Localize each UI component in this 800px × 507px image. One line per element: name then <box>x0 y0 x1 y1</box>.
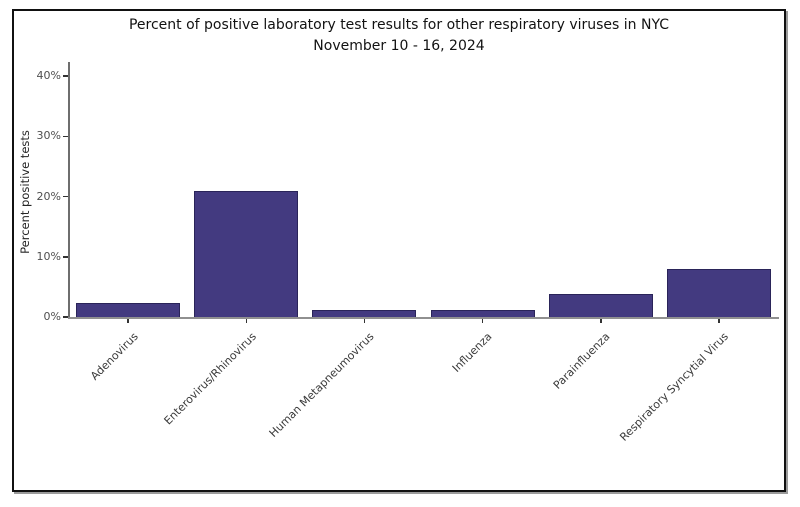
y-tick-label: 30% <box>36 129 61 143</box>
bar-enterovirus-rhinovirus <box>194 190 299 317</box>
y-tick-mark <box>63 256 68 258</box>
x-tick-mark <box>481 319 484 323</box>
chart-title: Percent of positive laboratory test resu… <box>128 17 670 33</box>
x-tick-label-influenza: Influenza <box>449 330 495 375</box>
y-tick-mark <box>63 316 68 318</box>
x-tick-label-parainfluenza: Parainfluenza <box>551 330 613 392</box>
y-tick-mark <box>63 135 68 138</box>
figure-frame: Percent of positive laboratory test resu… <box>12 9 786 492</box>
x-tick-mark <box>600 319 602 323</box>
bar-adenovirus <box>76 302 181 317</box>
bar-parainfluenza <box>548 293 653 317</box>
chart-subtitle: November 10 - 16, 2024 <box>313 38 485 54</box>
x-tick-label-human-metapneumovirus: Human Metapneumovirus <box>266 330 377 440</box>
x-tick-label-adenovirus: Adenovirus <box>87 330 141 383</box>
bar-influenza <box>430 310 535 317</box>
bar-human-metapneumovirus <box>312 310 417 317</box>
x-tick-label-respiratory-syncytial-virus: Respiratory Syncytial Virus <box>617 330 732 444</box>
x-tick-mark <box>245 319 247 323</box>
x-tick-label-enterovirus-rhinovirus: Enterovirus/Rhinovirus <box>161 330 259 428</box>
plot-area: Percent positive tests 0% 10% 20% 30% 40% Ad… <box>18 62 779 444</box>
x-tick-mark <box>127 319 129 323</box>
y-tick-mark <box>63 75 68 77</box>
x-tick-mark <box>718 319 720 323</box>
y-tick-mark <box>63 195 68 198</box>
y-tick-label: 10% <box>36 249 61 263</box>
y-tick-label: 40% <box>36 69 61 83</box>
x-tick-mark <box>363 319 366 323</box>
y-tick-label: 0% <box>43 310 61 323</box>
y-tick-label: 20% <box>36 189 61 203</box>
bar-respiratory-syncytial-virus <box>666 269 771 317</box>
x-axis-spine <box>68 316 779 319</box>
y-axis-spine <box>68 62 70 317</box>
